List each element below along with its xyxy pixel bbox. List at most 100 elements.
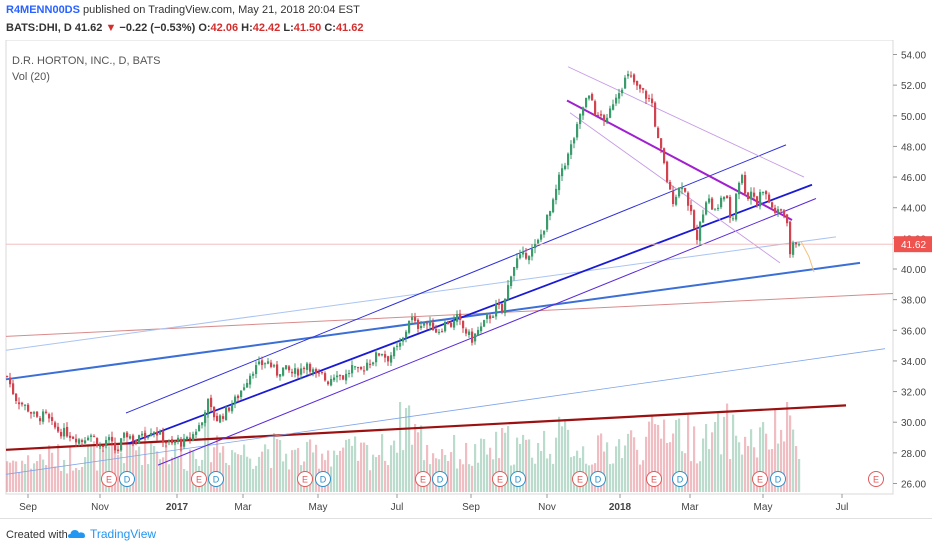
volume-bar (702, 438, 705, 492)
event-marker-e[interactable] (415, 471, 431, 487)
volume-bar (528, 439, 531, 492)
volume-bar (504, 432, 507, 492)
trend-line-light-red (5, 293, 894, 337)
channel-lower-line (157, 198, 817, 466)
author-name[interactable]: R4MENN00DS (6, 4, 80, 16)
candle-body (309, 364, 312, 372)
event-marker-d[interactable] (208, 471, 224, 487)
volume-bar (780, 429, 783, 492)
volume-bar (129, 442, 132, 492)
low-value: 41.50 (293, 22, 322, 34)
volume-bar (522, 434, 525, 492)
candle-body (426, 323, 429, 325)
event-marker-d[interactable] (119, 471, 135, 487)
event-marker-e[interactable] (191, 471, 207, 487)
event-marker-d[interactable] (315, 471, 331, 487)
volume-bar (657, 424, 660, 492)
event-marker-d[interactable] (590, 471, 606, 487)
volume-bar (690, 461, 693, 492)
event-marker-e[interactable] (572, 471, 588, 487)
volume-bar (33, 463, 36, 492)
candle-body (738, 182, 741, 195)
volume-bar (183, 469, 186, 492)
event-marker-e[interactable] (868, 471, 884, 487)
grid (5, 40, 894, 495)
volume-bar (21, 460, 24, 492)
candle-body (336, 375, 339, 378)
volume-bar (441, 449, 444, 492)
candle-body (138, 435, 141, 444)
event-marker-e[interactable] (752, 471, 768, 487)
event-marker-label: D (124, 475, 131, 485)
volume-bar (27, 455, 30, 492)
candle-body (681, 187, 684, 190)
volume-bar (453, 434, 456, 492)
candle-body (633, 74, 636, 83)
volume-bar (60, 470, 63, 492)
candle-body (192, 434, 195, 441)
candle-body (414, 317, 417, 321)
candle-body (339, 375, 342, 377)
volume-bar (741, 454, 744, 492)
event-marker-d[interactable] (770, 471, 786, 487)
volume-bar (483, 439, 486, 492)
volume-bar (408, 405, 411, 492)
event-marker-e[interactable] (492, 471, 508, 487)
volume-bar (270, 467, 273, 492)
volume-bar (486, 454, 489, 492)
candle-body (588, 95, 591, 99)
candle-body (717, 207, 720, 210)
candle-body (471, 331, 474, 343)
tradingview-logo[interactable]: TradingView (68, 527, 156, 541)
event-marker-e[interactable] (297, 471, 313, 487)
candle-body (564, 165, 567, 170)
volume-bar (174, 440, 177, 492)
candle-body (84, 440, 87, 444)
y-tick-label: 34.00 (901, 357, 926, 368)
volume-bar (144, 426, 147, 492)
candle-body (258, 361, 261, 365)
candle-body (798, 244, 801, 246)
volume-bar (603, 451, 606, 492)
plot-border (5, 40, 894, 495)
candle-body (756, 196, 759, 206)
price-chart[interactable]: E D E D E D E D E D E D E D E D E 54.00 52.00 50.00 48.00 46… (0, 40, 932, 518)
event-marker-e[interactable] (101, 471, 117, 487)
volume-bar (165, 445, 168, 492)
candle-body (465, 329, 468, 334)
candle-body (114, 442, 117, 451)
volume-bar (75, 467, 78, 492)
event-marker-d[interactable] (432, 471, 448, 487)
candle-body (753, 192, 756, 197)
candle-body (795, 242, 798, 245)
volume-bar (81, 466, 84, 492)
volume-bar (228, 465, 231, 492)
candle-body (507, 285, 510, 300)
event-marker-d[interactable] (510, 471, 526, 487)
event-marker-d[interactable] (672, 471, 688, 487)
candle-body (318, 372, 321, 374)
event-marker-label: E (196, 475, 202, 485)
volume-bar (57, 444, 60, 492)
volume-bar (336, 455, 339, 492)
volume-bar (36, 461, 39, 492)
candle-body (651, 98, 654, 104)
candle-body (504, 298, 507, 314)
candle-body (537, 239, 540, 244)
event-marker-e[interactable] (646, 471, 662, 487)
candle-body (687, 192, 690, 206)
volume-bar (729, 459, 732, 492)
volume-bar (624, 445, 627, 492)
candle-body (366, 362, 369, 371)
volume-bar (675, 420, 678, 492)
volume-bar (561, 426, 564, 492)
event-marker-label: E (302, 475, 308, 485)
candle-body (123, 432, 126, 438)
volume-bar (279, 440, 282, 492)
candle-body (513, 267, 516, 276)
x-tick-label: 2017 (166, 502, 189, 513)
candle-body (132, 435, 135, 442)
candle-body (195, 431, 198, 435)
candle-body (6, 376, 9, 378)
candle-body (702, 214, 705, 223)
